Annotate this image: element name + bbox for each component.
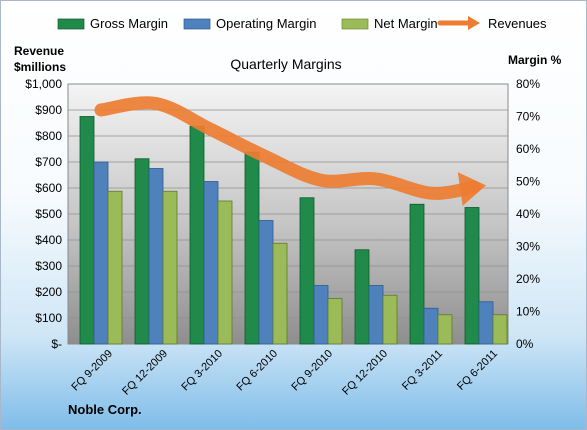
right-tick-label: 40% [516,207,540,221]
operating-margin-bar [313,285,329,345]
x-tick-label: FQ 12-2009 [120,348,170,398]
right-tick-label: 60% [516,142,540,156]
legend-operating-margin-label: Operating Margin [216,16,316,31]
gross-margin-bar [189,125,205,345]
bar-series [79,116,508,345]
legend-net-margin-swatch [341,18,369,30]
left-tick-label: $900 [35,103,62,117]
net-margin-bar [492,314,508,345]
operating-margin-bar [203,181,219,345]
left-tick-label: $800 [35,129,62,143]
operating-margin-bar [93,161,109,345]
right-tick-label: 20% [516,272,540,286]
left-tick-label: $300 [35,259,62,273]
x-tick-label: FQ 9-2009 [69,348,115,394]
revenue-arrowhead [457,172,486,206]
left-axis-label-line2: $millions [14,60,66,74]
x-axis-ticks: FQ 9-2009 FQ 12-2009 FQ 3-2010 FQ 6-2010 FQ … [69,348,500,398]
x-tick-label: FQ 3-2010 [179,348,225,394]
right-tick-label: 10% [516,305,540,319]
net-margin-bar [437,314,453,345]
operating-margin-bar [258,220,274,345]
legend-revenues-arrowhead [468,16,480,30]
revenue-line-series [94,96,486,206]
left-tick-label: $400 [35,233,62,247]
gross-margin-bar [244,151,260,345]
right-axis-ticks: 0% 10% 20% 30% 40% 50% 60% 70% 80% [516,77,540,351]
x-tick-label: FQ 3-2011 [400,348,445,393]
legend-revenues-label: Revenues [488,16,547,31]
revenue-line [94,96,481,200]
left-tick-label: $600 [35,181,62,195]
right-tick-label: 70% [516,110,540,124]
right-tick-label: 30% [516,240,540,254]
legend-gross-margin-label: Gross Margin [90,16,168,31]
legend-net-margin-label: Net Margin [374,16,438,31]
legend: Gross Margin Operating Margin Net Margin… [57,16,547,31]
gross-margin-bar [134,158,150,345]
left-tick-label: $700 [35,155,62,169]
gross-margin-bar [299,197,315,345]
operating-margin-bar [368,285,384,345]
legend-gross-margin-swatch [57,18,85,30]
right-tick-label: 80% [516,77,540,91]
x-tick-label: FQ 12-2010 [340,348,390,398]
left-axis-ticks: $- $100 $200 $300 $400 $500 $600 $700 $800 $900 $1… [25,77,62,351]
left-tick-label: $- [51,337,62,351]
net-margin-bar [327,298,343,345]
left-tick-label: $100 [35,311,62,325]
right-tick-label: 50% [516,175,540,189]
right-axis-label: Margin % [508,53,562,67]
net-margin-bar [107,190,123,345]
x-tick-label: FQ 9-2010 [289,348,335,394]
operating-margin-bar [148,168,164,345]
gross-margin-bar [79,116,95,345]
left-tick-label: $500 [35,207,62,221]
left-axis-label-line1: Revenue [14,44,64,58]
left-tick-label: $200 [35,285,62,299]
x-tick-label: FQ 6-2011 [455,348,500,393]
chart-title: Quarterly Margins [230,56,341,72]
gross-margin-bar [409,203,425,345]
net-margin-bar [272,242,288,345]
operating-margin-bar [478,301,494,345]
legend-operating-margin-swatch [183,18,211,30]
net-margin-bar [382,294,398,345]
net-margin-bar [162,190,178,345]
right-tick-label: 0% [516,337,534,351]
gross-margin-bar [354,249,370,345]
operating-margin-bar [423,307,439,345]
left-tick-label: $1,000 [25,77,62,91]
net-margin-bar [217,200,233,345]
gross-margin-bar [464,207,480,345]
company-label: Noble Corp. [68,402,142,417]
x-tick-label: FQ 6-2010 [234,348,280,394]
